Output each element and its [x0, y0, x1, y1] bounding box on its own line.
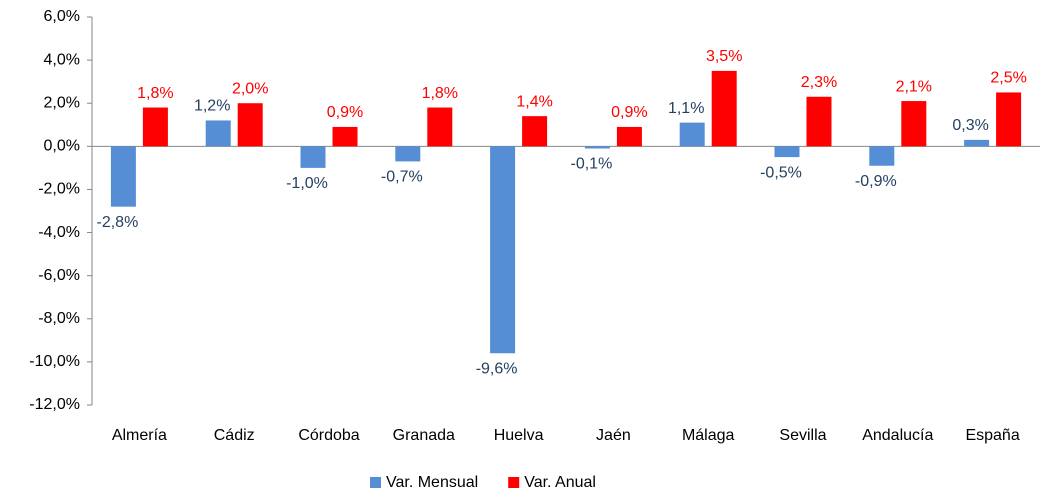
x-tick-label: Andalucía	[862, 427, 933, 444]
x-tick-label: Cádiz	[214, 427, 255, 444]
data-label: 1,8%	[137, 85, 173, 102]
bar	[522, 116, 548, 147]
x-tick-label: Huelva	[494, 427, 544, 444]
y-tick-label: -10,0%	[29, 353, 80, 370]
data-label: 2,5%	[990, 70, 1026, 87]
y-tick-label: -12,0%	[29, 396, 80, 413]
x-tick-label: España	[965, 427, 1019, 444]
y-tick-label: 2,0%	[44, 94, 80, 111]
data-label: -0,5%	[760, 164, 802, 181]
data-label: -0,9%	[855, 173, 897, 190]
bar	[869, 146, 895, 166]
bar	[110, 146, 136, 207]
x-tick-label: Sevilla	[779, 427, 826, 444]
data-label: -9,6%	[476, 360, 518, 377]
y-tick-label: 4,0%	[44, 51, 80, 68]
data-label: -0,7%	[381, 169, 423, 186]
x-tick-label: Almería	[112, 427, 167, 444]
data-label: 2,0%	[232, 80, 268, 97]
bar	[679, 122, 705, 147]
legend-swatch	[370, 477, 381, 488]
data-label: 1,1%	[668, 100, 704, 117]
bar	[996, 92, 1022, 147]
data-label: -1,0%	[286, 175, 328, 192]
data-label: 2,3%	[801, 74, 837, 91]
bar	[964, 139, 990, 147]
legend-label: Var. Anual	[524, 474, 596, 491]
bar	[205, 120, 231, 147]
data-label: 1,8%	[422, 85, 458, 102]
data-label: 3,5%	[706, 48, 742, 65]
y-tick-label: -6,0%	[38, 267, 80, 284]
bar	[332, 126, 358, 147]
legend-label: Var. Mensual	[386, 474, 478, 491]
data-label: -0,1%	[571, 156, 613, 173]
bar	[427, 107, 453, 147]
legend-swatch	[508, 477, 520, 488]
bar	[300, 146, 326, 168]
data-label: 1,2%	[194, 98, 230, 115]
bar	[142, 107, 168, 147]
x-tick-label: Málaga	[682, 427, 735, 444]
x-tick-label: Córdoba	[298, 427, 359, 444]
x-tick-label: Jaén	[596, 427, 631, 444]
y-tick-label: 0,0%	[44, 138, 80, 155]
bar	[584, 146, 610, 149]
bar	[806, 96, 832, 147]
bar	[237, 103, 263, 147]
y-tick-label: -4,0%	[38, 224, 80, 241]
data-label: -2,8%	[97, 214, 139, 231]
bar	[616, 126, 642, 147]
data-label: 1,4%	[516, 93, 552, 110]
x-tick-label: Granada	[393, 427, 455, 444]
data-label: 0,3%	[952, 117, 988, 134]
data-label: 0,9%	[327, 104, 363, 121]
bar	[490, 146, 516, 354]
y-tick-label: 6,0%	[44, 8, 80, 25]
bar	[901, 101, 927, 147]
data-label: 0,9%	[611, 104, 647, 121]
y-tick-label: -8,0%	[38, 310, 80, 327]
bar	[711, 70, 737, 147]
bar	[395, 146, 421, 162]
bar	[774, 146, 800, 158]
y-tick-label: -2,0%	[38, 181, 80, 198]
data-label: 2,1%	[896, 78, 932, 95]
